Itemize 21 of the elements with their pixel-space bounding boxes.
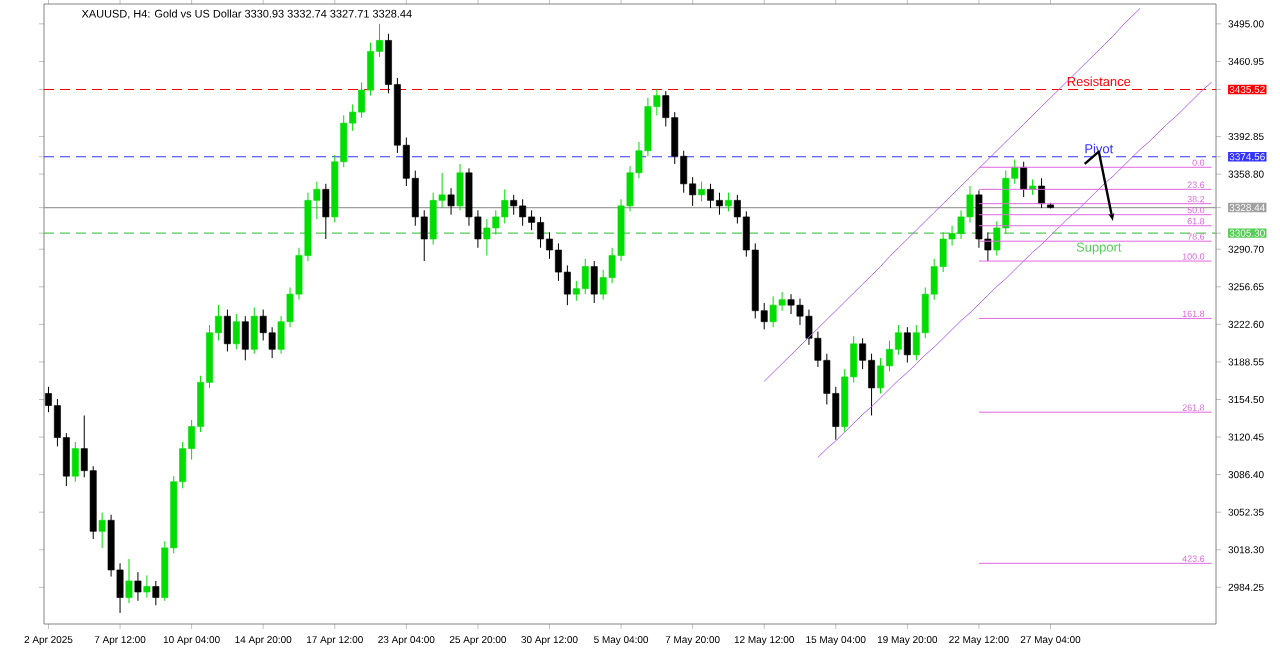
candlestick <box>134 571 142 602</box>
candlestick <box>510 194 518 216</box>
candlestick <box>152 580 160 606</box>
candlestick <box>71 441 79 483</box>
candlestick <box>223 309 231 353</box>
candlestick <box>724 192 732 212</box>
candlestick <box>1038 177 1045 209</box>
candlestick <box>250 306 258 355</box>
candlestick <box>698 181 706 202</box>
candlestick <box>322 183 330 240</box>
candlestick <box>1020 161 1028 198</box>
candlestick <box>143 574 151 599</box>
candlestick <box>581 258 589 295</box>
candlestick <box>456 163 464 211</box>
candlestick <box>903 326 911 364</box>
candlestick <box>241 315 249 361</box>
candlestick <box>125 558 133 604</box>
candlestick <box>232 313 240 350</box>
candlestick <box>98 512 106 549</box>
candlestick <box>590 260 598 304</box>
candlestick <box>447 187 455 216</box>
